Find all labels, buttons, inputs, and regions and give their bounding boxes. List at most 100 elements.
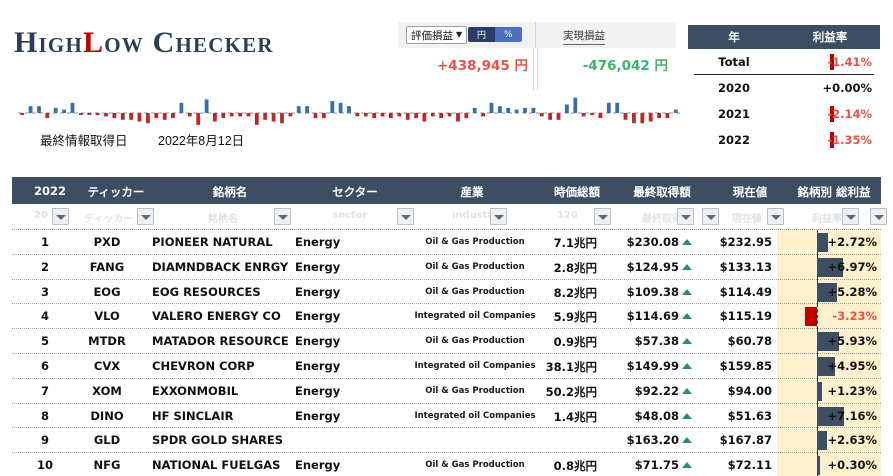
row-industry: Integrated oil Companies bbox=[414, 410, 536, 421]
table-row[interactable]: 1 PXD PIONEER NATURAL Energy Oil & Gas Produ… bbox=[12, 230, 881, 255]
filter-button-10[interactable] bbox=[870, 208, 887, 225]
row-name: SPDR GOLD SHARES bbox=[152, 433, 284, 448]
unit-toggle-percent[interactable]: % bbox=[495, 27, 522, 42]
table-row[interactable]: 2 FANG DIAMNDBACK ENRGY Energy Oil & Gas Pro… bbox=[12, 254, 881, 280]
filter-button-5[interactable] bbox=[594, 208, 611, 225]
row-acquisition-price: $92.22 bbox=[602, 384, 692, 398]
profit-bar bbox=[817, 381, 822, 401]
col-header-5[interactable]: 時価総額 bbox=[554, 185, 600, 199]
row-sector: Energy bbox=[295, 309, 341, 324]
row-ticker: DINO bbox=[90, 408, 124, 423]
col-header-6[interactable]: 最終取得額 bbox=[633, 185, 691, 199]
table-row[interactable]: 9 GLD SPDR GOLD SHARES $163.20 $167.87 +2.63% bbox=[12, 428, 881, 454]
row-acquisition-price: $149.99 bbox=[602, 359, 692, 373]
row-current-price: $232.95 bbox=[719, 235, 772, 249]
price-direction-icon bbox=[682, 288, 692, 295]
unit-toggle-yen[interactable]: 円 bbox=[468, 27, 496, 42]
row-separator bbox=[12, 253, 881, 255]
filter-button-4[interactable] bbox=[490, 208, 507, 225]
row-industry: Integrated oil Companies bbox=[414, 311, 536, 322]
table-row[interactable]: 4 VLO VALERO ENERGY CO Energy Integrated oil… bbox=[12, 304, 881, 330]
pl-type-select[interactable]: 評価損益 ▼ bbox=[406, 26, 468, 44]
filter-button-7[interactable] bbox=[702, 208, 719, 225]
row-profit-cell: +5.28% bbox=[777, 279, 881, 305]
filter-button-8[interactable] bbox=[767, 208, 784, 225]
row-acquisition-price: $109.38 bbox=[602, 285, 692, 299]
row-profit-pct: +4.95% bbox=[827, 358, 877, 373]
filter-button-3[interactable] bbox=[397, 208, 414, 225]
filter-button-1[interactable] bbox=[137, 208, 154, 225]
profit-bar bbox=[817, 356, 835, 376]
col-header-7[interactable]: 現在値 bbox=[732, 185, 768, 199]
table-row[interactable]: 10 NFG NATIONAL FUELGAS Energy Oil & Gas Pro… bbox=[12, 453, 881, 476]
row-name: MATADOR RESOURCE bbox=[152, 334, 289, 349]
row-sector: Energy bbox=[295, 334, 341, 349]
row-market-cap: 8.2兆円 bbox=[553, 285, 597, 300]
col-header-4[interactable]: 産業 bbox=[460, 185, 484, 199]
col-header-2[interactable]: 銘柄名 bbox=[212, 185, 248, 199]
row-separator bbox=[12, 352, 881, 354]
row-name: EXXONMOBIL bbox=[152, 383, 239, 398]
summary-header-divider bbox=[535, 22, 536, 48]
row-ticker: GLD bbox=[93, 433, 121, 448]
yearly-return-row: Total -1.41% bbox=[688, 49, 880, 75]
col-header-8[interactable]: 銘柄別 総利益 bbox=[797, 185, 871, 199]
row-market-cap: 50.2兆円 bbox=[545, 384, 597, 399]
row-number: 6 bbox=[40, 358, 49, 373]
pl-type-select-label: 評価損益 bbox=[411, 29, 453, 42]
price-direction-icon bbox=[682, 462, 692, 469]
logo-part-rest: ow Checker bbox=[104, 26, 274, 59]
row-acquisition-price: $124.95 bbox=[602, 260, 692, 274]
table-row[interactable]: 7 XOM EXXONMOBIL Energy Oil & Gas Production… bbox=[12, 378, 881, 404]
row-number: 4 bbox=[40, 309, 49, 324]
row-profit-cell: +6.97% bbox=[777, 254, 881, 280]
row-market-cap: 0.9兆円 bbox=[553, 335, 597, 350]
logo-part-high: High bbox=[14, 26, 83, 59]
row-ticker: VLO bbox=[94, 309, 120, 324]
yearly-return-bar bbox=[830, 106, 834, 122]
col-header-1[interactable]: ティッカー bbox=[87, 185, 145, 199]
table-row[interactable]: 3 EOG EOG RESOURCES Energy Oil & Gas Product… bbox=[12, 279, 881, 305]
table-row[interactable]: 8 DINO HF SINCLAIR Energy Integrated oil Com… bbox=[12, 403, 881, 429]
filter-ghost-2: 銘柄名 bbox=[208, 214, 238, 225]
filter-ghost-8: 利益率 bbox=[812, 214, 842, 225]
table-row[interactable]: 5 MTDR MATADOR RESOURCE Energy Oil & Gas Pro… bbox=[12, 329, 881, 354]
filter-button-2[interactable] bbox=[274, 208, 291, 225]
filter-ghost-1: ティッカー bbox=[84, 214, 134, 225]
yearly-row-year: Total bbox=[718, 55, 750, 69]
profit-bar bbox=[817, 431, 827, 451]
row-ticker: PXD bbox=[93, 235, 121, 249]
row-name: EOG RESOURCES bbox=[152, 284, 261, 299]
row-ticker: FANG bbox=[89, 259, 125, 274]
price-direction-icon bbox=[682, 313, 692, 320]
row-profit-cell: +2.63% bbox=[777, 428, 881, 454]
row-number: 7 bbox=[40, 383, 49, 398]
holdings-table-body: 1 PXD PIONEER NATURAL Energy Oil & Gas Produ… bbox=[12, 230, 881, 476]
table-row[interactable]: 6 CVX CHEVRON CORP Energy Integrated oil Com… bbox=[12, 353, 881, 379]
unit-toggle[interactable]: 円 % bbox=[468, 27, 522, 42]
filter-ghost-3: sector bbox=[332, 210, 368, 221]
row-ticker: XOM bbox=[92, 383, 122, 398]
filter-button-0[interactable] bbox=[52, 208, 69, 225]
price-direction-icon bbox=[682, 387, 692, 394]
row-separator bbox=[12, 452, 881, 454]
unrealized-pl-value: +438,945 円 bbox=[437, 58, 528, 74]
row-market-cap: 5.9兆円 bbox=[553, 310, 597, 325]
row-industry: Oil & Gas Production bbox=[425, 261, 525, 272]
col-header-0[interactable]: 2022 bbox=[33, 184, 66, 198]
profit-bar bbox=[805, 307, 817, 327]
col-header-3[interactable]: セクター bbox=[332, 185, 378, 199]
filter-button-6[interactable] bbox=[677, 208, 694, 225]
profit-axis bbox=[817, 304, 818, 330]
row-industry: Integrated oil Companies bbox=[414, 360, 536, 371]
last-update-label: 最終情報取得日 bbox=[40, 134, 128, 148]
row-profit-pct: +5.28% bbox=[827, 284, 877, 299]
realized-pl-link[interactable]: 実現損益 bbox=[563, 28, 605, 45]
row-ticker: MTDR bbox=[88, 334, 126, 349]
filter-button-9[interactable] bbox=[842, 208, 859, 225]
row-separator bbox=[12, 427, 881, 429]
row-industry: Oil & Gas Production bbox=[425, 385, 525, 396]
row-current-price: $115.19 bbox=[719, 309, 772, 324]
yearly-row-year: 2022 bbox=[717, 133, 750, 147]
